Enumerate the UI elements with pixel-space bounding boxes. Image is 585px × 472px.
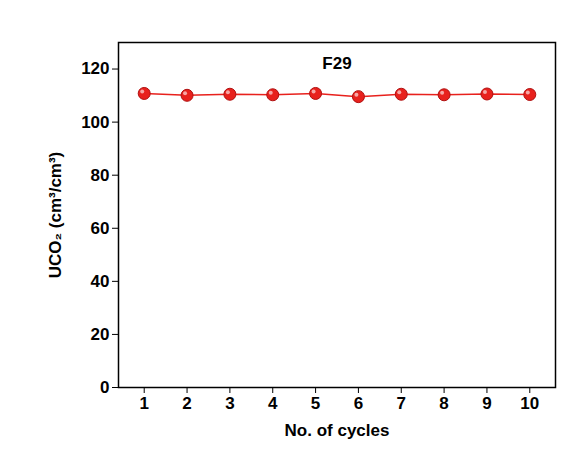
- svg-text:5: 5: [311, 394, 320, 413]
- svg-text:UCO₂ (cm³/cm³): UCO₂ (cm³/cm³): [46, 152, 65, 279]
- svg-text:80: 80: [91, 166, 110, 185]
- svg-text:100: 100: [81, 113, 109, 132]
- svg-text:0: 0: [100, 378, 109, 397]
- svg-text:120: 120: [81, 59, 109, 78]
- svg-text:F29: F29: [322, 54, 351, 73]
- svg-text:8: 8: [439, 394, 448, 413]
- svg-text:10: 10: [520, 394, 539, 413]
- svg-text:40: 40: [91, 272, 110, 291]
- svg-text:60: 60: [91, 219, 110, 238]
- svg-text:2: 2: [182, 394, 191, 413]
- svg-text:7: 7: [397, 394, 406, 413]
- html-text:D: D: [36, 2, 58, 35]
- svg-text:6: 6: [354, 394, 363, 413]
- svg-text:4: 4: [268, 394, 278, 413]
- svg-text:20: 20: [91, 325, 110, 344]
- svg-text:9: 9: [482, 394, 491, 413]
- svg-text:No. of cycles: No. of cycles: [285, 421, 390, 440]
- svg-text:3: 3: [225, 394, 234, 413]
- svg-text:1: 1: [139, 394, 148, 413]
